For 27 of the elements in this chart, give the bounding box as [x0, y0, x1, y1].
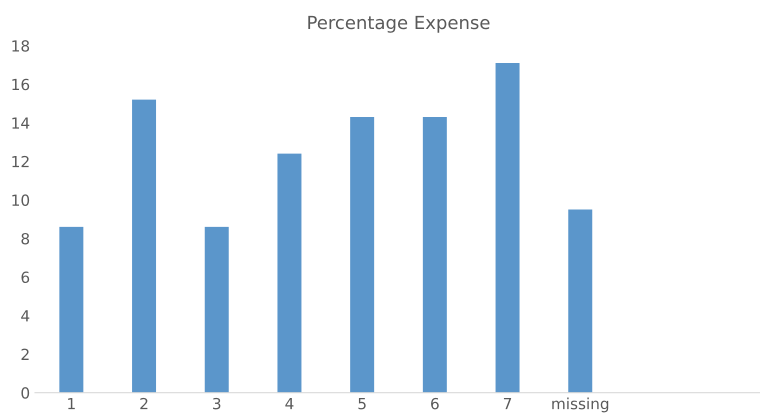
bar: [422, 117, 447, 393]
chart-title: Percentage Expense: [308, 16, 490, 33]
y-tick-label: 10: [12, 194, 30, 206]
bar: [59, 226, 84, 393]
y-tick-label: 6: [21, 272, 30, 284]
bar: [277, 154, 302, 393]
bar: [132, 100, 156, 393]
y-tick-label: 8: [21, 232, 30, 244]
x-tick-label: 2: [140, 398, 148, 410]
x-tick-label: 5: [358, 398, 366, 410]
bar: [568, 210, 592, 393]
y-tick-label: 4: [21, 310, 30, 322]
y-tick-label: 14: [12, 117, 30, 129]
y-tick-label: 18: [12, 40, 30, 52]
x-tick-label: missing: [552, 398, 608, 412]
y-tick-label: 16: [12, 78, 30, 90]
y-tick-label: 12: [12, 156, 29, 168]
bar: [350, 117, 374, 393]
y-tick-label: 2: [22, 348, 29, 360]
x-tick-label: 6: [431, 398, 439, 410]
y-tick-label: 0: [21, 387, 30, 399]
x-tick-label: 1: [68, 398, 75, 410]
x-tick-label: 7: [504, 398, 512, 410]
x-tick-label: 3: [213, 398, 220, 410]
bar: [496, 63, 520, 393]
x-tick-label: 4: [285, 398, 294, 410]
bar: [204, 226, 229, 393]
